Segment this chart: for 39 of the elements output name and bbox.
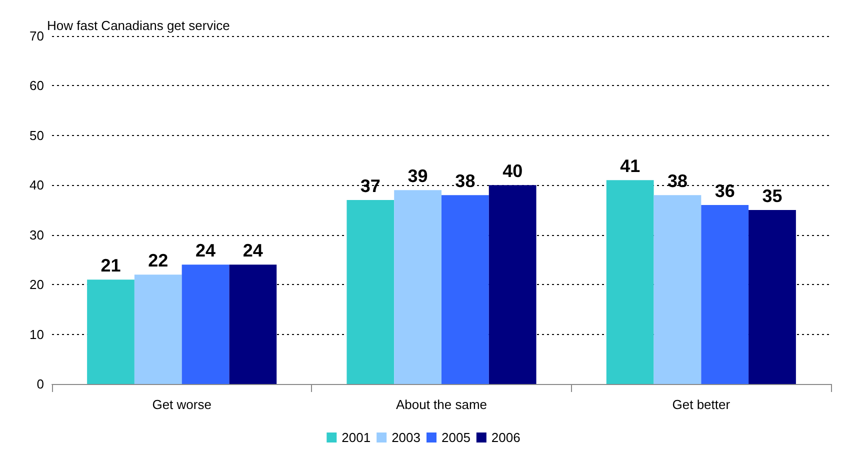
bar (394, 190, 442, 384)
y-tick-label: 60 (30, 78, 44, 94)
data-label: 36 (714, 181, 735, 202)
data-label: 21 (100, 256, 121, 276)
data-label: 24 (242, 240, 263, 261)
y-tick-label: 20 (30, 277, 44, 292)
x-tick-label: Get worse (152, 397, 212, 412)
legend-label: 2005 (442, 430, 470, 445)
y-tick-label: 30 (30, 227, 44, 242)
bar (229, 264, 277, 384)
bar (606, 180, 654, 384)
x-tick-label: About the same (396, 397, 488, 412)
bar (346, 200, 394, 384)
legend-label: 2001 (342, 430, 371, 445)
bar (488, 185, 536, 384)
data-label: 39 (408, 166, 428, 186)
bar (182, 264, 230, 384)
data-label: 24 (196, 240, 216, 261)
bar (654, 195, 702, 384)
data-label: 37 (360, 176, 380, 196)
y-tick-label: 50 (30, 128, 44, 143)
bar (87, 280, 134, 384)
y-tick-label: 70 (30, 28, 44, 44)
y-tick-label: 10 (30, 326, 44, 342)
bar (748, 210, 796, 384)
y-tick-label: 0 (36, 376, 44, 392)
bar (134, 274, 182, 384)
legend-label: 2006 (491, 430, 520, 445)
data-label: 22 (148, 250, 168, 271)
data-label: 35 (762, 186, 782, 206)
chart-title: How fast Canadians get service (47, 18, 230, 33)
data-label: 40 (502, 161, 523, 182)
x-tick-label: Get better (672, 397, 731, 412)
bar (701, 205, 749, 384)
data-label: 41 (620, 156, 640, 176)
bar (442, 195, 489, 384)
data-label: 38 (667, 171, 688, 192)
legend-label: 2003 (392, 430, 420, 445)
y-tick-label: 40 (30, 178, 44, 193)
